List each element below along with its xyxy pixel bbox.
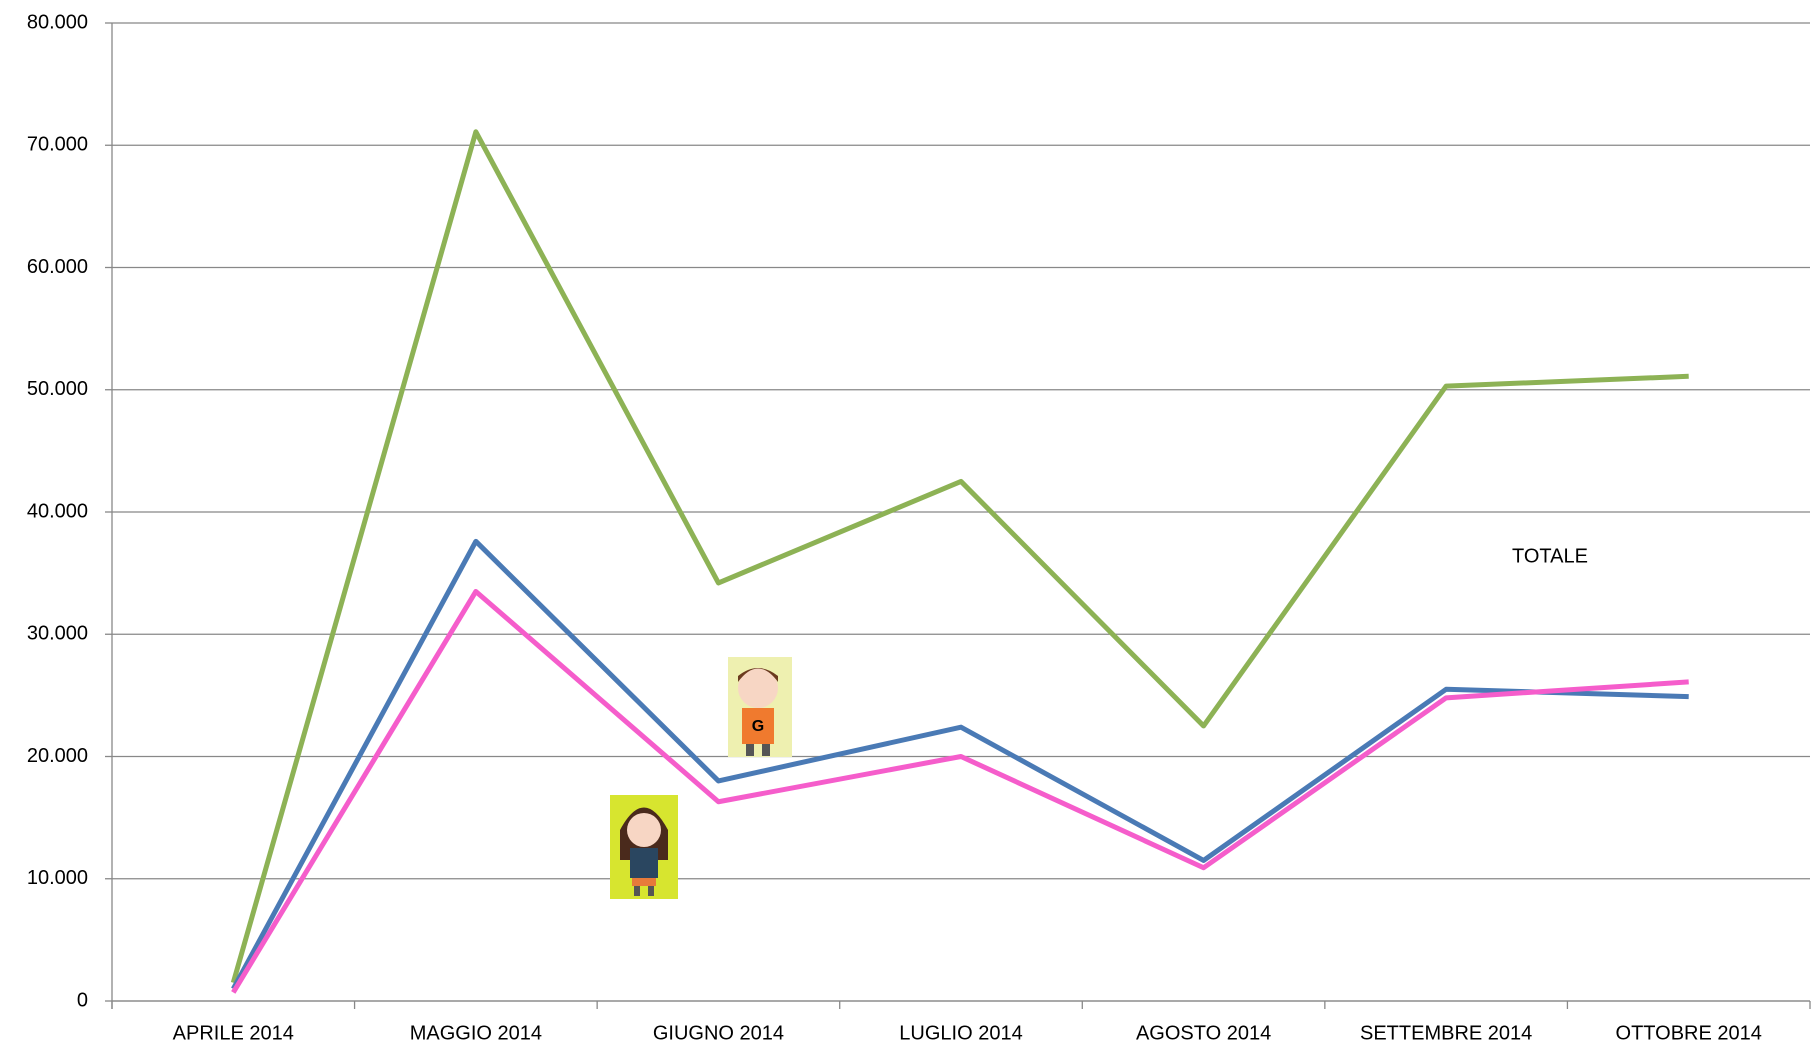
y-tick-label: 80.000 (27, 11, 88, 33)
y-tick-label: 20.000 (27, 745, 88, 767)
series-line (233, 541, 1688, 988)
y-tick-label: 40.000 (27, 500, 88, 522)
x-tick-label: OTTOBRE 2014 (1616, 1022, 1762, 1044)
x-tick-label: MAGGIO 2014 (410, 1022, 542, 1044)
x-tick-label: SETTEMBRE 2014 (1360, 1022, 1532, 1044)
y-tick-label: 70.000 (27, 134, 88, 156)
x-tick-label: LUGLIO 2014 (899, 1022, 1022, 1044)
series-line (233, 132, 1688, 983)
chart: 0 10.000 20.000 30.000 40.000 50.000 60.000 70.… (0, 0, 1812, 1048)
x-tick-label: AGOSTO 2014 (1136, 1022, 1271, 1044)
y-tick-label: 30.000 (27, 623, 88, 645)
y-tick-label: 0 (77, 989, 88, 1011)
x-tick-label: GIUGNO 2014 (653, 1022, 784, 1044)
series-label: TOTALE (1512, 545, 1588, 567)
y-tick-label: 50.000 (27, 378, 88, 400)
boy-icon: G (728, 657, 792, 757)
x-tick-label: APRILE 2014 (173, 1022, 294, 1044)
girl-icon (610, 795, 678, 899)
y-tick-label: 60.000 (27, 256, 88, 278)
y-tick-label: 10.000 (27, 867, 88, 889)
svg-text:G: G (752, 718, 764, 735)
series-line (233, 591, 1688, 992)
